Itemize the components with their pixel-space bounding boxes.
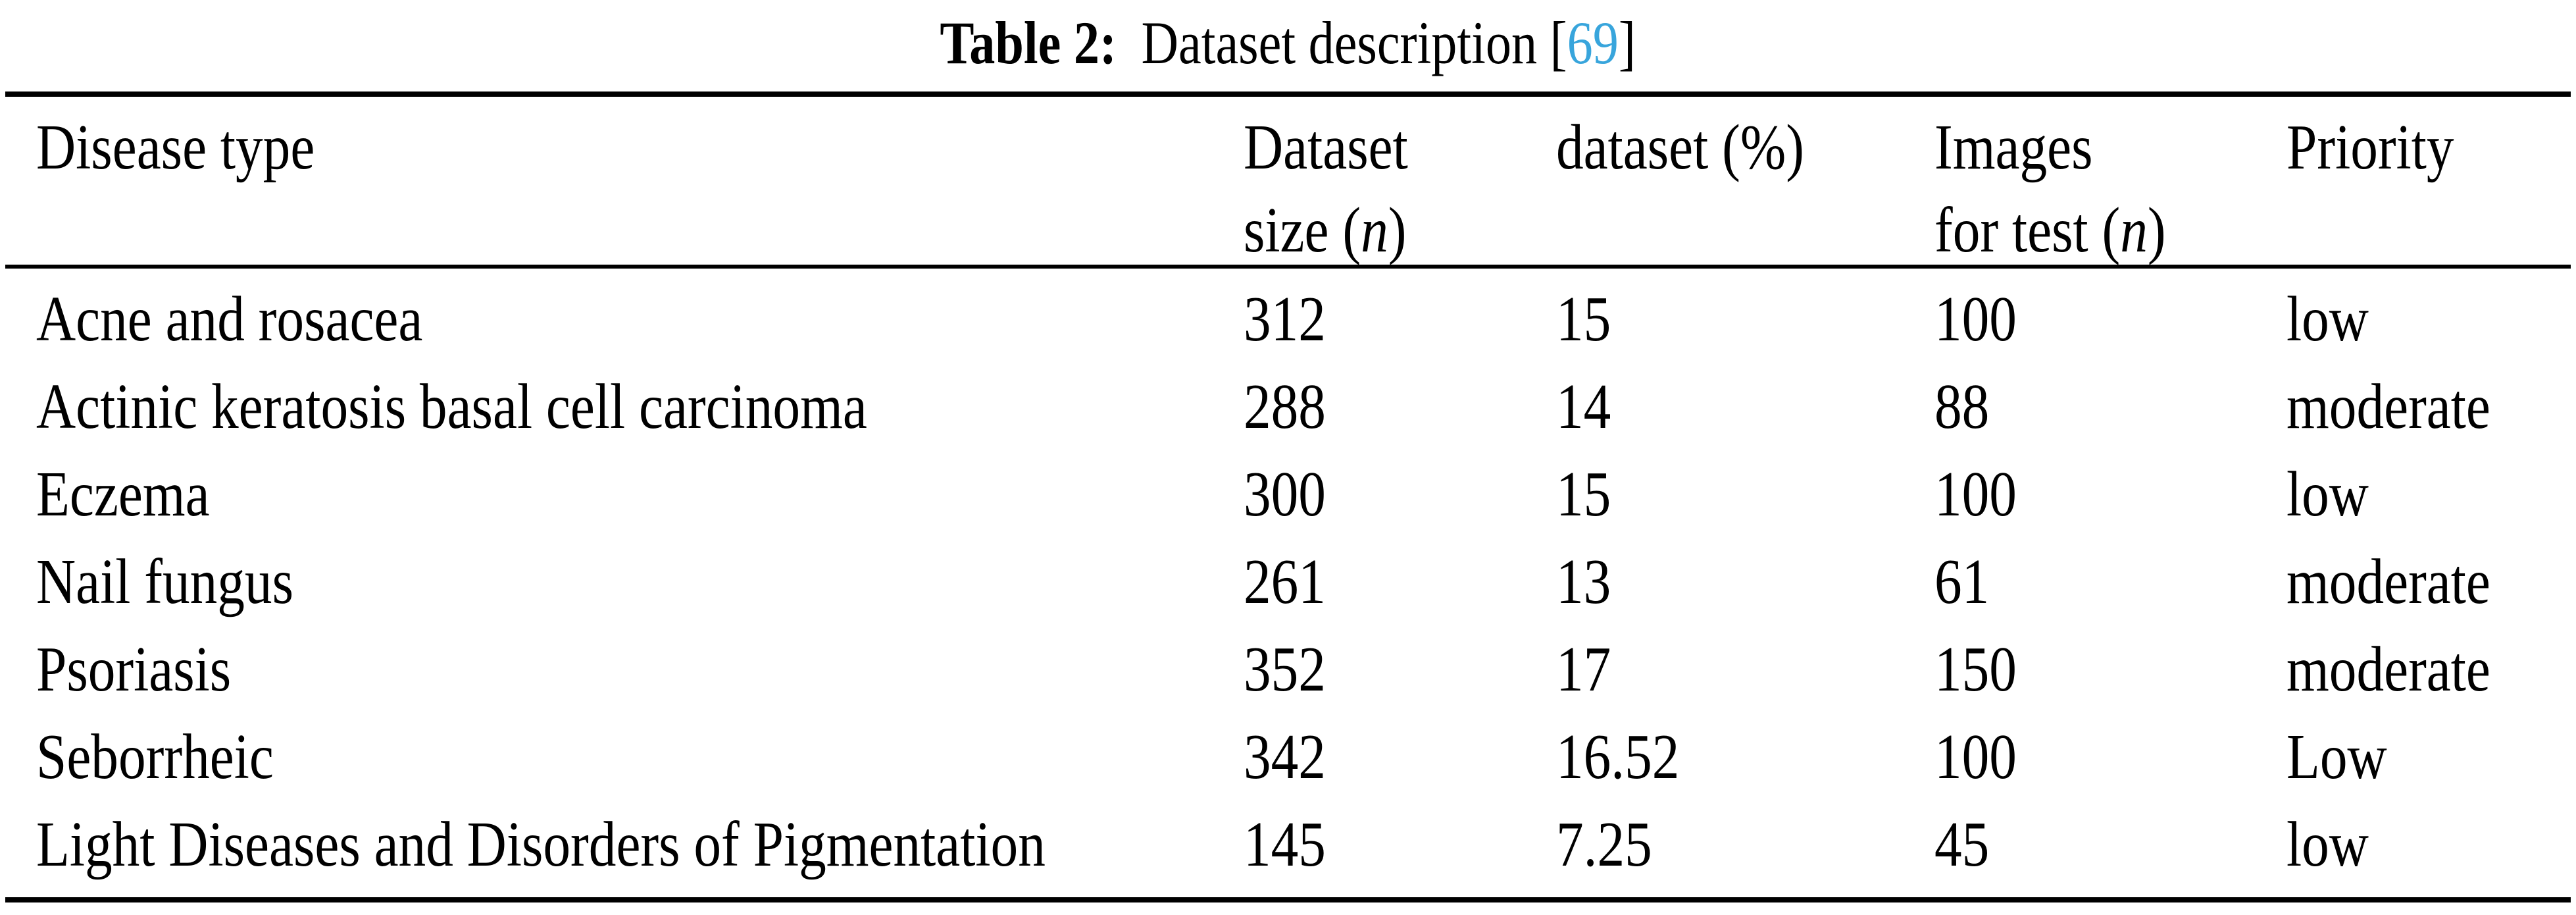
cell-disease: Psoriasis <box>36 633 232 705</box>
cell-disease: Nail fungus <box>36 546 293 617</box>
cell-dataset-percent: 15 <box>1556 283 1611 355</box>
cell-images-for-test: 150 <box>1934 633 2017 705</box>
citation-link[interactable]: 69 <box>1567 9 1619 76</box>
cell-dataset-percent: 14 <box>1556 371 1611 442</box>
math-var-n: n <box>2120 195 2148 266</box>
column-header-dataset-size: Dataset size (n) <box>1244 112 1408 266</box>
cell-dataset-percent: 15 <box>1556 458 1611 530</box>
citation-bracket-close: ] <box>1619 9 1636 76</box>
table-row: Light Diseases and Disorders of Pigmenta… <box>5 800 2571 888</box>
column-header-priority: Priority <box>2286 112 2454 183</box>
table-body: Acne and rosacea 312 15 100 low Actinic … <box>5 269 2571 888</box>
cell-priority: moderate <box>2286 633 2490 705</box>
cell-images-for-test: 61 <box>1934 546 1990 617</box>
cell-dataset-percent: 13 <box>1556 546 1611 617</box>
table-row: Psoriasis 352 17 150 moderate <box>5 625 2571 713</box>
cell-priority: moderate <box>2286 371 2490 442</box>
cell-dataset-percent: 7.25 <box>1556 808 1652 880</box>
table-row: Seborrheic 342 16.52 100 Low <box>5 713 2571 800</box>
cell-priority: moderate <box>2286 546 2490 617</box>
cell-disease: Seborrheic <box>36 721 274 793</box>
cell-dataset-percent: 17 <box>1556 633 1611 705</box>
table-caption: Table 2: Dataset description [69] <box>0 0 2576 92</box>
cell-images-for-test: 100 <box>1934 458 2017 530</box>
cell-dataset-size: 261 <box>1244 546 1326 617</box>
cell-images-for-test: 100 <box>1934 721 2017 793</box>
column-header-dataset-percent: dataset (%) <box>1556 112 1804 183</box>
cell-images-for-test: 100 <box>1934 283 2017 355</box>
cell-dataset-size: 288 <box>1244 371 1326 442</box>
citation-bracket-open: [ <box>1550 9 1568 76</box>
cell-priority: low <box>2286 808 2369 880</box>
cell-disease: Acne and rosacea <box>36 283 423 355</box>
column-header-images-for-test: Images for test (n) <box>1934 112 2166 266</box>
cell-dataset-size: 342 <box>1244 721 1326 793</box>
dataset-table: Disease type Dataset size (n) dataset (%… <box>5 92 2571 902</box>
table-row: Eczema 300 15 100 low <box>5 450 2571 538</box>
cell-disease: Actinic keratosis basal cell carcinoma <box>36 371 867 442</box>
cell-images-for-test: 88 <box>1934 371 1990 442</box>
table-row: Nail fungus 261 13 61 moderate <box>5 538 2571 625</box>
cell-images-for-test: 45 <box>1934 808 1990 880</box>
math-var-n: n <box>1361 195 1388 266</box>
cell-dataset-size: 352 <box>1244 633 1326 705</box>
cell-dataset-percent: 16.52 <box>1556 721 1680 793</box>
cell-priority: Low <box>2286 721 2387 793</box>
cell-priority: low <box>2286 283 2369 355</box>
cell-dataset-size: 312 <box>1244 283 1326 355</box>
column-header-disease-type: Disease type <box>36 112 315 183</box>
table-row: Actinic keratosis basal cell carcinoma 2… <box>5 363 2571 450</box>
cell-disease: Eczema <box>36 458 210 530</box>
table-header-row: Disease type Dataset size (n) dataset (%… <box>5 97 2571 269</box>
cell-disease: Light Diseases and Disorders of Pigmenta… <box>36 808 1046 880</box>
table-caption-text: Dataset description <box>1141 9 1538 76</box>
cell-priority: low <box>2286 458 2369 530</box>
cell-dataset-size: 300 <box>1244 458 1326 530</box>
cell-dataset-size: 145 <box>1244 808 1326 880</box>
table-row: Acne and rosacea 312 15 100 low <box>5 275 2571 363</box>
table-caption-label: Table 2: <box>940 9 1117 76</box>
